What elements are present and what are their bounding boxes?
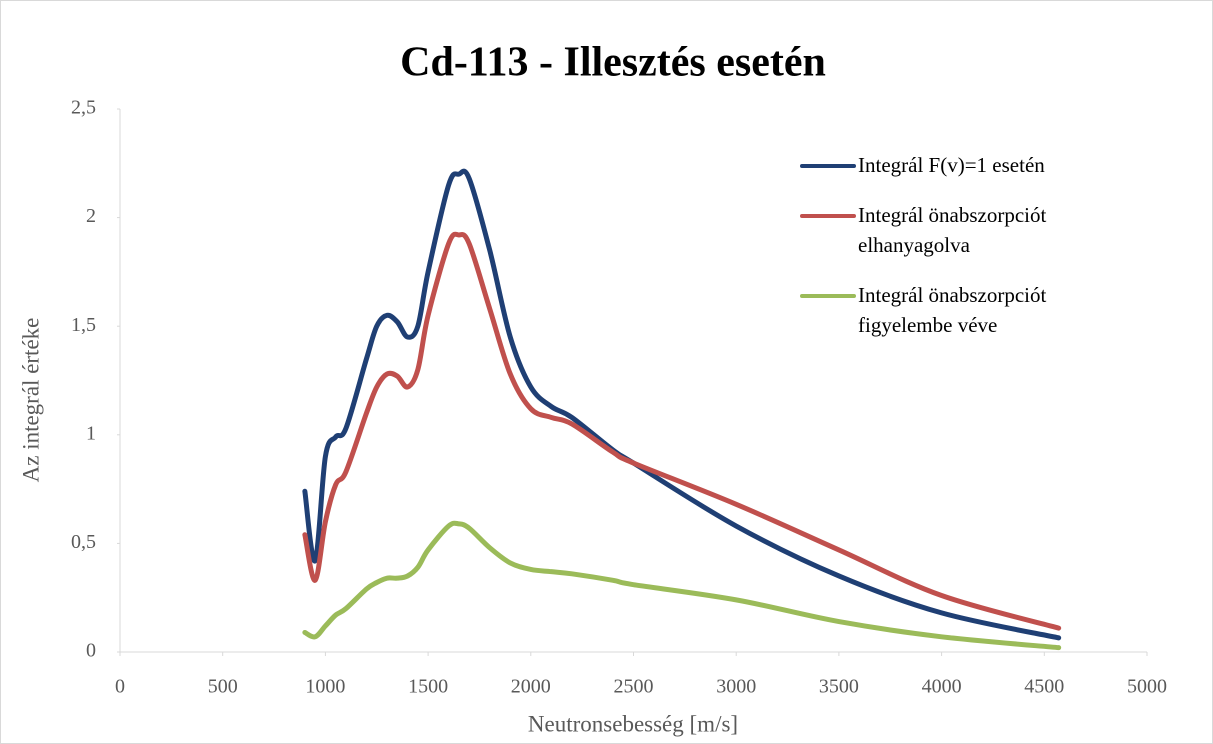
legend-label: Integrál önabszorpciót elhanyagolva bbox=[858, 203, 1047, 257]
y-tick-label: 0 bbox=[86, 640, 96, 662]
legend-item: Integrál F(v)=1 esetén bbox=[800, 150, 1128, 180]
series-line bbox=[302, 168, 1062, 641]
chart-title: Cd-113 - Illesztés esetén bbox=[400, 40, 826, 86]
x-tick-label: 2000 bbox=[511, 676, 551, 698]
legend-label: Integrál önabszorpciót figyelembe véve bbox=[858, 283, 1047, 337]
legend-swatch bbox=[800, 214, 856, 218]
legend-swatch bbox=[800, 294, 856, 298]
series-line bbox=[302, 231, 1062, 631]
x-tick-label: 1000 bbox=[305, 676, 345, 698]
x-tick-label: 0 bbox=[115, 676, 125, 698]
x-tick-label: 4500 bbox=[1024, 676, 1064, 698]
legend-item: Integrál önabszorpciót elhanyagolva bbox=[800, 200, 1128, 260]
legend: Integrál F(v)=1 esetén Integrál önabszorp… bbox=[800, 150, 1140, 360]
x-tick-label: 4000 bbox=[922, 676, 962, 698]
x-tick-label: 3500 bbox=[819, 676, 859, 698]
y-tick-label: 0,5 bbox=[71, 531, 96, 553]
legend-label: Integrál F(v)=1 esetén bbox=[858, 153, 1045, 177]
series-line bbox=[302, 520, 1062, 651]
x-tick-label: 2500 bbox=[614, 676, 654, 698]
x-tick-label: 3000 bbox=[716, 676, 756, 698]
x-tick-label: 5000 bbox=[1127, 676, 1167, 698]
x-axis-title: Neutronsebesség [m/s] bbox=[528, 711, 738, 736]
legend-swatch bbox=[800, 164, 856, 168]
legend-item: Integrál önabszorpciót figyelembe véve bbox=[800, 280, 1128, 340]
y-tick-label: 1,5 bbox=[71, 314, 96, 336]
y-tick-label: 1 bbox=[86, 422, 96, 444]
y-tick-label: 2,5 bbox=[71, 97, 96, 119]
y-tick-label: 2 bbox=[86, 205, 96, 227]
y-axis-title: Az integrál értéke bbox=[18, 318, 43, 483]
x-tick-label: 1500 bbox=[408, 676, 448, 698]
x-tick-label: 500 bbox=[208, 676, 238, 698]
